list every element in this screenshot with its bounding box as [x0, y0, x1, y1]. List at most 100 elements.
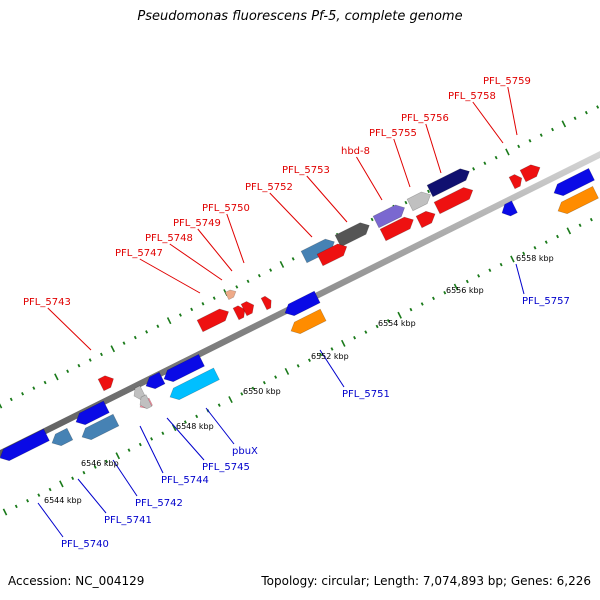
gene-label-pfl_5743: PFL_5743 — [23, 297, 71, 308]
tick-a-49 — [551, 127, 555, 132]
scale-label: 6556 kbp — [446, 286, 484, 295]
leader-line-pfl_5750 — [226, 213, 245, 264]
gene-hbd-8-arrow[interactable] — [372, 204, 405, 229]
gene-forward-extra-1-arrow[interactable] — [379, 216, 414, 242]
tick-a-4 — [43, 380, 47, 385]
gene-pfl_5751-arrow[interactable] — [290, 308, 327, 335]
leader-line-pfl_5758 — [472, 101, 504, 144]
tick-a-45 — [505, 148, 510, 156]
gene-forward-extra-3-arrow[interactable] — [433, 187, 474, 215]
leader-line-pfl_5747 — [139, 258, 201, 294]
gene-label-pfl_5750: PFL_5750 — [202, 203, 250, 214]
gene-pbux-arrow[interactable] — [169, 367, 220, 401]
gene-forward-extra-4-arrow[interactable] — [260, 295, 272, 311]
gene-pfl_5742-arrow[interactable] — [75, 400, 110, 426]
gene-label-pfl_5752: PFL_5752 — [245, 182, 293, 193]
gene-pfl_5752-arrow[interactable] — [300, 238, 335, 264]
tick-a-46 — [517, 144, 521, 149]
leader-line-pfl_5752 — [269, 192, 313, 238]
gene-reverse-extra-2-arrow[interactable] — [163, 353, 205, 383]
gene-pfl_5749-arrow[interactable] — [232, 305, 246, 321]
tick-b-30 — [341, 339, 346, 347]
tick-b-10 — [115, 452, 121, 460]
tick-a-3 — [32, 386, 36, 390]
tick-b-11 — [127, 448, 131, 452]
leader-line-pfl_5743 — [47, 307, 92, 351]
gene-label-pbux: pbuX — [232, 446, 258, 457]
tick-b-25 — [284, 367, 290, 375]
tick-a-9 — [100, 352, 103, 357]
leader-line-pfl_5744 — [139, 425, 164, 474]
tick-b-4 — [48, 487, 52, 492]
tick-b-20 — [228, 396, 233, 404]
gene-reverse-extra-0-arrow[interactable] — [81, 413, 120, 441]
leader-line-pbux — [205, 407, 235, 445]
gene-pfl_5755-arrow[interactable] — [406, 191, 431, 212]
tick-b-40 — [453, 283, 459, 291]
tick-b-5 — [59, 480, 64, 488]
gene-pfl_5743-arrow[interactable] — [97, 375, 114, 392]
gene-reverse-extra-6-arrow[interactable] — [139, 394, 153, 410]
tick-b-6 — [71, 476, 75, 481]
scale-label: 6552 kbp — [311, 352, 349, 361]
gene-pfl_5759-arrow[interactable] — [519, 164, 541, 183]
tick-a-22 — [246, 279, 250, 284]
tick-b-24 — [274, 375, 278, 379]
gene-pfl_5741-arrow[interactable] — [51, 427, 74, 447]
tick-a-16 — [178, 313, 182, 317]
gene-forward-extra-2-arrow[interactable] — [415, 210, 436, 229]
tick-a-21 — [235, 285, 239, 289]
gene-pfl_5748-arrow[interactable] — [224, 289, 237, 301]
tick-a-51 — [573, 116, 577, 121]
tick-b-44 — [499, 262, 503, 267]
tick-a-12 — [133, 335, 137, 340]
tick-a-6 — [66, 369, 70, 374]
tick-b-35 — [397, 311, 402, 319]
gene-reverse-extra-5-arrow[interactable] — [557, 185, 599, 215]
leader-line-pfl_5753 — [306, 175, 348, 223]
gene-pfl_5757-arrow[interactable] — [501, 200, 518, 217]
tick-b-45 — [510, 255, 515, 263]
gene-reverse-extra-4-arrow[interactable] — [553, 167, 595, 197]
leader-line-pfl_5756 — [425, 123, 442, 174]
gene-pfl_5756-arrow[interactable] — [426, 168, 470, 198]
tick-b-46 — [522, 251, 526, 256]
tick-b-32 — [364, 330, 368, 334]
tick-b-37 — [420, 302, 424, 306]
tick-b-14 — [161, 431, 165, 436]
tick-b-23 — [262, 380, 266, 385]
genome-title: Pseudomonas fluorescens Pf-5, complete g… — [137, 9, 463, 24]
leader-line-pfl_5748 — [169, 243, 223, 281]
gene-pfl_5740-arrow[interactable] — [0, 428, 50, 462]
accession-text: Accession: NC_004129 — [8, 574, 145, 588]
leader-line-hbd-8 — [356, 156, 383, 201]
tick-b-13 — [150, 437, 154, 441]
tick-b-16 — [183, 420, 187, 424]
scale-label: 6554 kbp — [378, 319, 416, 328]
gene-pfl_5753-arrow[interactable] — [334, 222, 370, 248]
tick-a-47 — [528, 139, 532, 143]
tick-a-7 — [77, 363, 81, 368]
tick-a-8 — [88, 358, 92, 362]
gene-label-pfl_5753: PFL_5753 — [282, 165, 330, 176]
leader-line-pfl_5757 — [515, 263, 525, 295]
tick-b-29 — [330, 347, 334, 351]
gene-pfl_5747-arrow[interactable] — [196, 308, 229, 333]
gene-forward-extra-0-arrow[interactable] — [316, 243, 348, 267]
tick-b-27 — [307, 358, 311, 362]
tick-b-43 — [488, 268, 492, 272]
label-leader-lines — [37, 86, 525, 538]
tick-a-42 — [472, 167, 476, 171]
tick-b-47 — [533, 246, 537, 250]
gene-reverse-extra-1-arrow[interactable] — [145, 371, 166, 390]
tick-a-50 — [561, 120, 567, 128]
tick-b-50 — [566, 227, 572, 235]
gene-features — [0, 164, 599, 462]
gene-pfl_5750-arrow[interactable] — [240, 301, 255, 317]
gene-pfl_5758-arrow[interactable] — [508, 174, 523, 190]
gene-label-pfl_5756: PFL_5756 — [401, 113, 449, 124]
gene-reverse-extra-3-arrow[interactable] — [284, 290, 321, 317]
tick-b-34 — [386, 319, 390, 323]
tick-b-8 — [93, 465, 97, 469]
